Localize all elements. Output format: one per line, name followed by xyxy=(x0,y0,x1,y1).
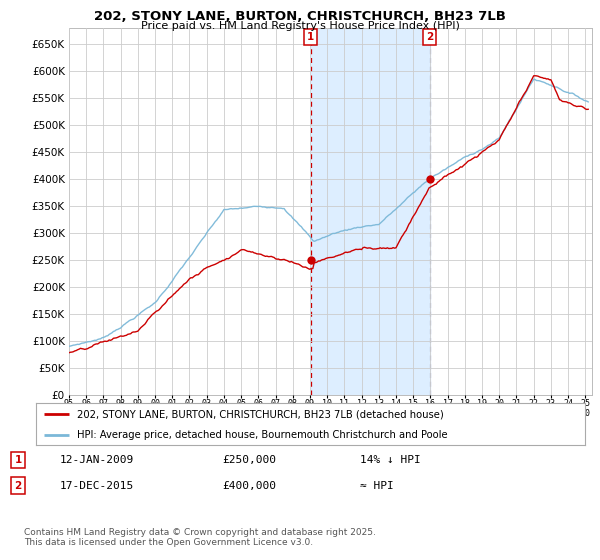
Text: 17-DEC-2015: 17-DEC-2015 xyxy=(60,480,134,491)
Text: Contains HM Land Registry data © Crown copyright and database right 2025.
This d: Contains HM Land Registry data © Crown c… xyxy=(24,528,376,547)
Text: 2: 2 xyxy=(426,32,434,41)
Text: ≈ HPI: ≈ HPI xyxy=(360,480,394,491)
Text: 1: 1 xyxy=(307,32,314,41)
Text: 202, STONY LANE, BURTON, CHRISTCHURCH, BH23 7LB: 202, STONY LANE, BURTON, CHRISTCHURCH, B… xyxy=(94,10,506,23)
Text: HPI: Average price, detached house, Bournemouth Christchurch and Poole: HPI: Average price, detached house, Bour… xyxy=(77,430,448,440)
Text: £400,000: £400,000 xyxy=(222,480,276,491)
Bar xyxy=(311,28,430,395)
Text: 14% ↓ HPI: 14% ↓ HPI xyxy=(360,455,421,465)
Text: Price paid vs. HM Land Registry's House Price Index (HPI): Price paid vs. HM Land Registry's House … xyxy=(140,21,460,31)
Text: 202, STONY LANE, BURTON, CHRISTCHURCH, BH23 7LB (detached house): 202, STONY LANE, BURTON, CHRISTCHURCH, B… xyxy=(77,409,444,419)
Text: 12-JAN-2009: 12-JAN-2009 xyxy=(60,455,134,465)
Text: 1: 1 xyxy=(14,455,22,465)
Text: £250,000: £250,000 xyxy=(222,455,276,465)
Text: 2: 2 xyxy=(14,480,22,491)
